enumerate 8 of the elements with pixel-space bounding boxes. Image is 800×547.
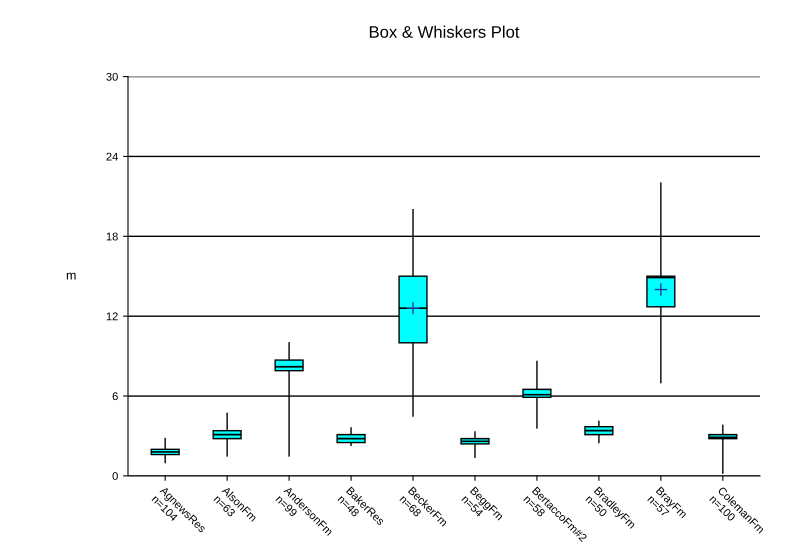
- y-tick-label: 18: [106, 232, 118, 240]
- y-axis-title: m: [66, 272, 76, 280]
- y-tick-label: 0: [112, 472, 118, 480]
- chart-title: Box & Whiskers Plot: [370, 26, 520, 38]
- y-tick-label: 6: [112, 392, 118, 400]
- y-tick-label: 12: [106, 312, 118, 320]
- y-tick-label: 30: [106, 72, 118, 81]
- y-tick-label: 24: [106, 152, 118, 160]
